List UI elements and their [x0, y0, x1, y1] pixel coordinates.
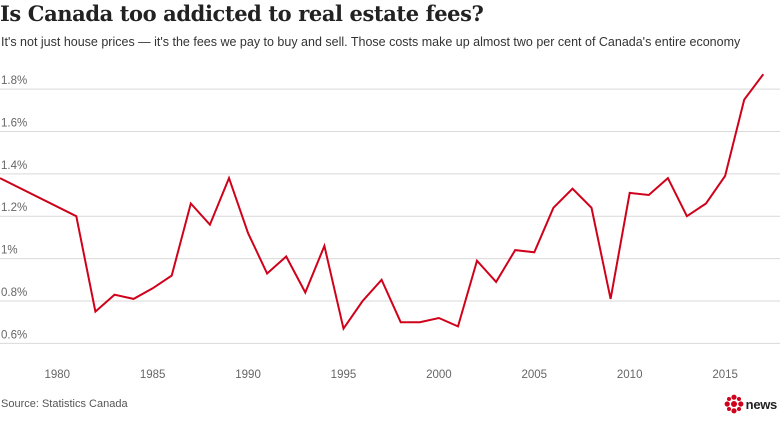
y-tick-label: 1.4% — [1, 160, 27, 172]
y-tick-label: 0.8% — [1, 287, 27, 299]
x-tick-label: 1980 — [44, 369, 70, 381]
y-tick-label: 1.6% — [1, 117, 27, 129]
x-tick-label: 2005 — [521, 369, 547, 381]
y-tick-label: 1% — [1, 245, 18, 257]
gridlines — [0, 88, 780, 344]
chart-title: Is Canada too addicted to real estate fe… — [0, 1, 484, 26]
cbc-news-logo: news — [724, 394, 777, 414]
series-line — [0, 73, 765, 332]
x-tick-label: 1995 — [331, 369, 357, 381]
y-tick-label: 1.8% — [1, 75, 27, 87]
series-group — [0, 73, 765, 332]
y-axis-ticks: 0.6% 0.8% 1% 1.2% 1.4% 1.6% 1.8% — [1, 75, 27, 341]
brand-wordmark: news — [745, 396, 778, 412]
x-tick-label: 2000 — [426, 369, 452, 381]
y-tick-label: 0.6% — [1, 329, 27, 341]
x-tick-label: 2010 — [617, 369, 643, 381]
chart-subtitle: It's not just house prices — it's the fe… — [1, 35, 741, 49]
x-axis-ticks: 1980 1985 1990 1995 2000 2005 2010 2015 — [44, 369, 737, 381]
cbc-gem-icon — [724, 394, 744, 414]
source-note: Source: Statistics Canada — [1, 398, 128, 410]
x-tick-label: 1985 — [140, 369, 166, 381]
line-chart: 0.6%0.8%1%1.2%1.4%1.6%1.8% 1980 1985 1990 1… — [0, 73, 780, 381]
x-tick-label: 1990 — [235, 369, 261, 381]
x-tick-label: 2015 — [712, 369, 738, 381]
y-tick-label: 1.2% — [1, 202, 27, 214]
